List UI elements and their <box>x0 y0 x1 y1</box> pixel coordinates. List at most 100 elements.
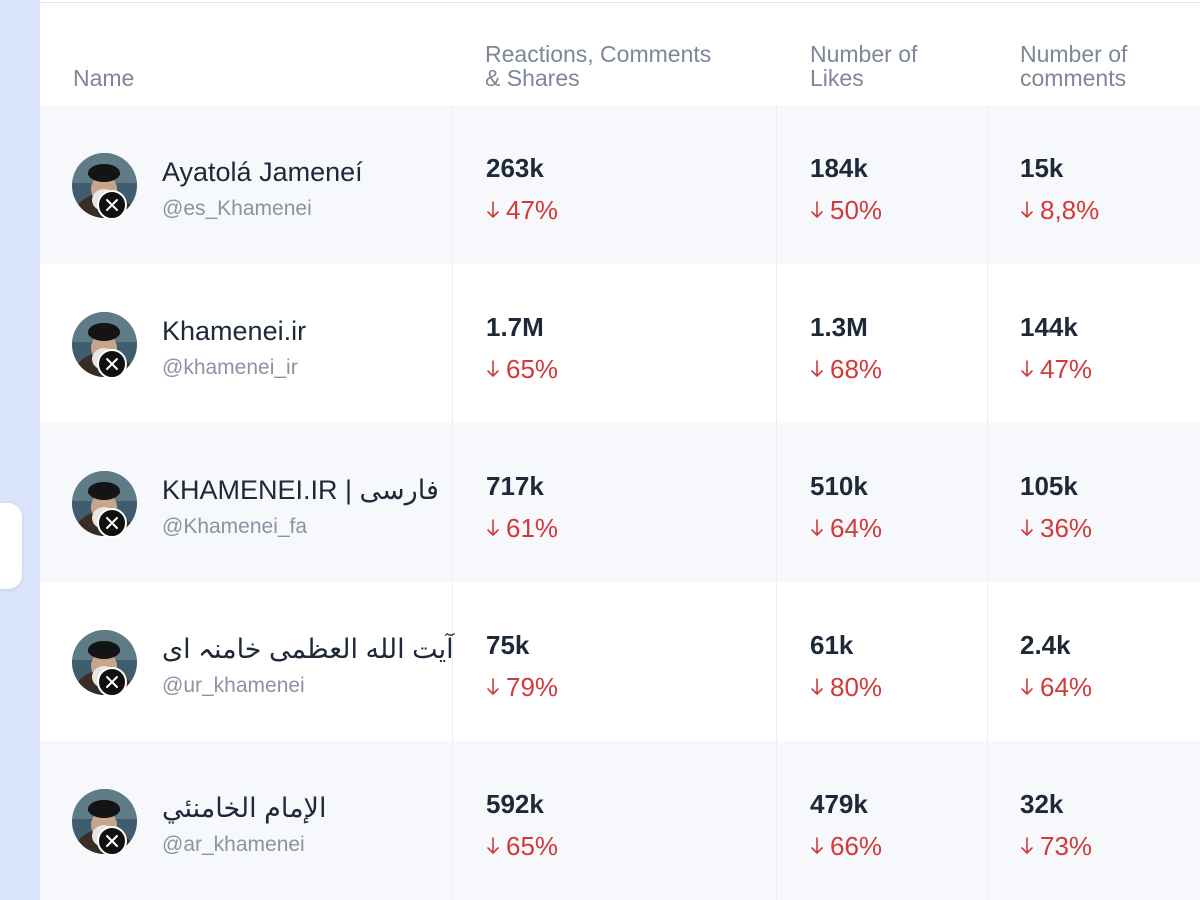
comments-change-value: 36% <box>1040 513 1093 543</box>
header-likes[interactable]: Number of Likes <box>810 42 917 90</box>
account-name[interactable]: KHAMENEI.IR | فارسی <box>162 475 439 505</box>
x-logo-icon <box>97 826 127 856</box>
table-header: Name Reactions, Comments & Shares Number… <box>40 0 1200 105</box>
comments-change: 64% <box>1020 672 1092 702</box>
likes-value: 184k <box>810 153 868 183</box>
reactions-value: 1.7M <box>486 312 544 342</box>
likes-value: 479k <box>810 789 868 819</box>
column-divider <box>452 105 453 264</box>
comments-change: 8,8% <box>1020 195 1099 225</box>
header-likes-line2: Likes <box>810 65 864 91</box>
arrow-down-icon <box>811 837 823 854</box>
accounts-table: Name Reactions, Comments & Shares Number… <box>40 0 1200 900</box>
comments-change: 73% <box>1020 831 1092 861</box>
arrow-down-icon <box>487 519 499 536</box>
likes-value: 61k <box>810 630 854 660</box>
table-row[interactable]: الإمام الخامنئي @ar_khamenei 592k 65% 47… <box>40 741 1200 900</box>
likes-change-value: 50% <box>830 195 883 225</box>
comments-value: 15k <box>1020 153 1064 183</box>
column-divider <box>452 423 453 582</box>
reactions-change: 65% <box>486 354 558 384</box>
comments-value: 2.4k <box>1020 630 1071 660</box>
reactions-change: 47% <box>486 195 558 225</box>
account-name[interactable]: Ayatolá Jameneí <box>162 157 363 187</box>
column-divider <box>987 741 988 900</box>
likes-metric: 61k 80% <box>810 630 882 702</box>
reactions-value: 592k <box>486 789 544 819</box>
column-divider <box>776 423 777 582</box>
comments-value: 32k <box>1020 789 1064 819</box>
likes-change-value: 80% <box>830 672 883 702</box>
x-logo-icon <box>97 667 127 697</box>
likes-metric: 510k 64% <box>810 471 882 543</box>
reactions-metric: 592k 65% <box>486 789 558 861</box>
header-comments-line1: Number of <box>1020 41 1128 67</box>
collapse-sidebar-button[interactable] <box>0 503 22 589</box>
x-logo-icon <box>97 508 127 538</box>
header-comments-line2: comments <box>1020 65 1127 91</box>
account-name[interactable]: آیت الله العظمی خامنہ ای <box>162 634 454 664</box>
reactions-metric: 263k 47% <box>486 153 558 225</box>
likes-change-value: 68% <box>830 354 883 384</box>
arrow-down-icon <box>1021 837 1033 854</box>
header-likes-line1: Number of <box>810 41 918 67</box>
x-logo-icon <box>97 190 127 220</box>
reactions-value: 263k <box>486 153 544 183</box>
account-name[interactable]: Khamenei.ir <box>162 316 307 346</box>
likes-value: 510k <box>810 471 868 501</box>
likes-change: 68% <box>810 354 882 384</box>
reactions-metric: 717k 61% <box>486 471 558 543</box>
comments-value: 105k <box>1020 471 1078 501</box>
comments-change: 36% <box>1020 513 1092 543</box>
likes-change: 50% <box>810 195 882 225</box>
header-name-label: Name <box>73 65 135 91</box>
comments-change-value: 64% <box>1040 672 1093 702</box>
reactions-metric: 75k 79% <box>486 630 558 702</box>
comments-metric: 15k 8,8% <box>1020 153 1099 225</box>
table-row[interactable]: Ayatolá Jameneí @es_Khamenei 263k 47% 18… <box>40 105 1200 264</box>
column-divider <box>987 423 988 582</box>
arrow-down-icon <box>1021 201 1033 218</box>
column-divider <box>776 741 777 900</box>
table-row[interactable]: KHAMENEI.IR | فارسی @Khamenei_fa 717k 61… <box>40 423 1200 582</box>
column-divider <box>776 105 777 264</box>
likes-change-value: 66% <box>830 831 883 861</box>
comments-change-value: 8,8% <box>1040 195 1100 225</box>
arrow-down-icon <box>811 360 823 377</box>
column-divider <box>452 264 453 423</box>
account-handle: @khamenei_ir <box>162 356 298 379</box>
arrow-down-icon <box>811 201 823 218</box>
reactions-change: 79% <box>486 672 558 702</box>
account-handle: @Khamenei_fa <box>162 515 308 538</box>
arrow-down-icon <box>487 360 499 377</box>
arrow-down-icon <box>811 678 823 695</box>
header-reactions[interactable]: Reactions, Comments & Shares <box>485 42 711 90</box>
likes-metric: 1.3M 68% <box>810 312 882 384</box>
header-reactions-line1: Reactions, Comments <box>485 41 712 67</box>
likes-change-value: 64% <box>830 513 883 543</box>
table-row[interactable]: Khamenei.ir @khamenei_ir 1.7M 65% 1.3M 6… <box>40 264 1200 423</box>
likes-change: 64% <box>810 513 882 543</box>
account-name[interactable]: الإمام الخامنئي <box>162 793 327 823</box>
reactions-value: 75k <box>486 630 530 660</box>
table-row[interactable]: آیت الله العظمی خامنہ ای @ur_khamenei 75… <box>40 582 1200 741</box>
chevron-left-icon <box>0 536 2 556</box>
likes-change: 66% <box>810 831 882 861</box>
likes-metric: 184k 50% <box>810 153 882 225</box>
reactions-change-value: 47% <box>506 195 559 225</box>
reactions-change-value: 79% <box>506 672 559 702</box>
reactions-value: 717k <box>486 471 544 501</box>
header-name[interactable]: Name <box>73 66 134 90</box>
column-divider <box>987 582 988 741</box>
column-divider <box>452 582 453 741</box>
reactions-metric: 1.7M 65% <box>486 312 558 384</box>
comments-metric: 144k 47% <box>1020 312 1092 384</box>
reactions-change: 61% <box>486 513 558 543</box>
column-divider <box>776 582 777 741</box>
arrow-down-icon <box>487 837 499 854</box>
header-comments[interactable]: Number of comments <box>1020 42 1127 90</box>
reactions-change-value: 61% <box>506 513 559 543</box>
reactions-change: 65% <box>486 831 558 861</box>
arrow-down-icon <box>811 519 823 536</box>
